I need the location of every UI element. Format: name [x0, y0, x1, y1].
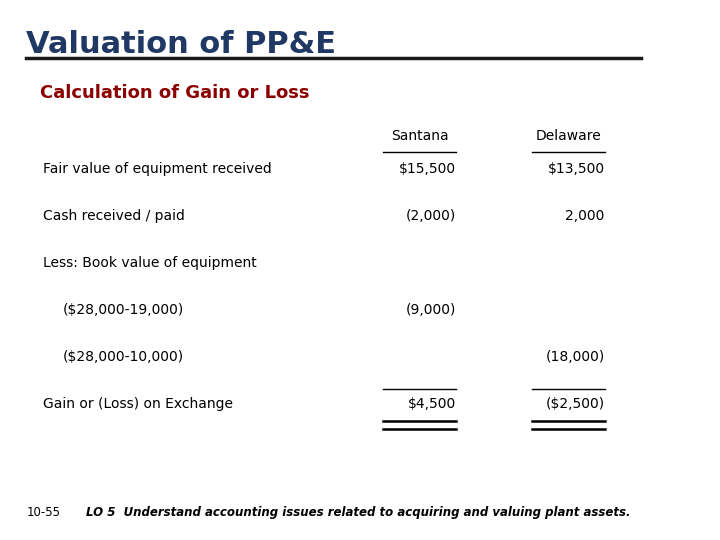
Text: $13,500: $13,500 — [548, 162, 605, 176]
Text: ($2,500): ($2,500) — [546, 397, 605, 411]
Text: (2,000): (2,000) — [406, 209, 456, 223]
Text: $15,500: $15,500 — [399, 162, 456, 176]
Text: Calculation of Gain or Loss: Calculation of Gain or Loss — [40, 84, 309, 102]
Text: Delaware: Delaware — [536, 129, 601, 143]
Text: 2,000: 2,000 — [565, 209, 605, 223]
Text: 10-55: 10-55 — [27, 507, 60, 519]
Text: Less: Book value of equipment: Less: Book value of equipment — [43, 256, 257, 270]
Text: Santana: Santana — [391, 129, 449, 143]
Text: ($28,000-19,000): ($28,000-19,000) — [63, 303, 184, 317]
Text: (18,000): (18,000) — [546, 350, 605, 364]
Text: Valuation of PP&E: Valuation of PP&E — [27, 30, 336, 59]
Text: Cash received / paid: Cash received / paid — [43, 209, 185, 223]
Text: (9,000): (9,000) — [405, 303, 456, 317]
Text: $4,500: $4,500 — [408, 397, 456, 411]
Text: LO 5  Understand accounting issues related to acquiring and valuing plant assets: LO 5 Understand accounting issues relate… — [86, 507, 631, 519]
Text: Gain or (Loss) on Exchange: Gain or (Loss) on Exchange — [43, 397, 233, 411]
Text: ($28,000-10,000): ($28,000-10,000) — [63, 350, 184, 364]
Text: Fair value of equipment received: Fair value of equipment received — [43, 162, 271, 176]
